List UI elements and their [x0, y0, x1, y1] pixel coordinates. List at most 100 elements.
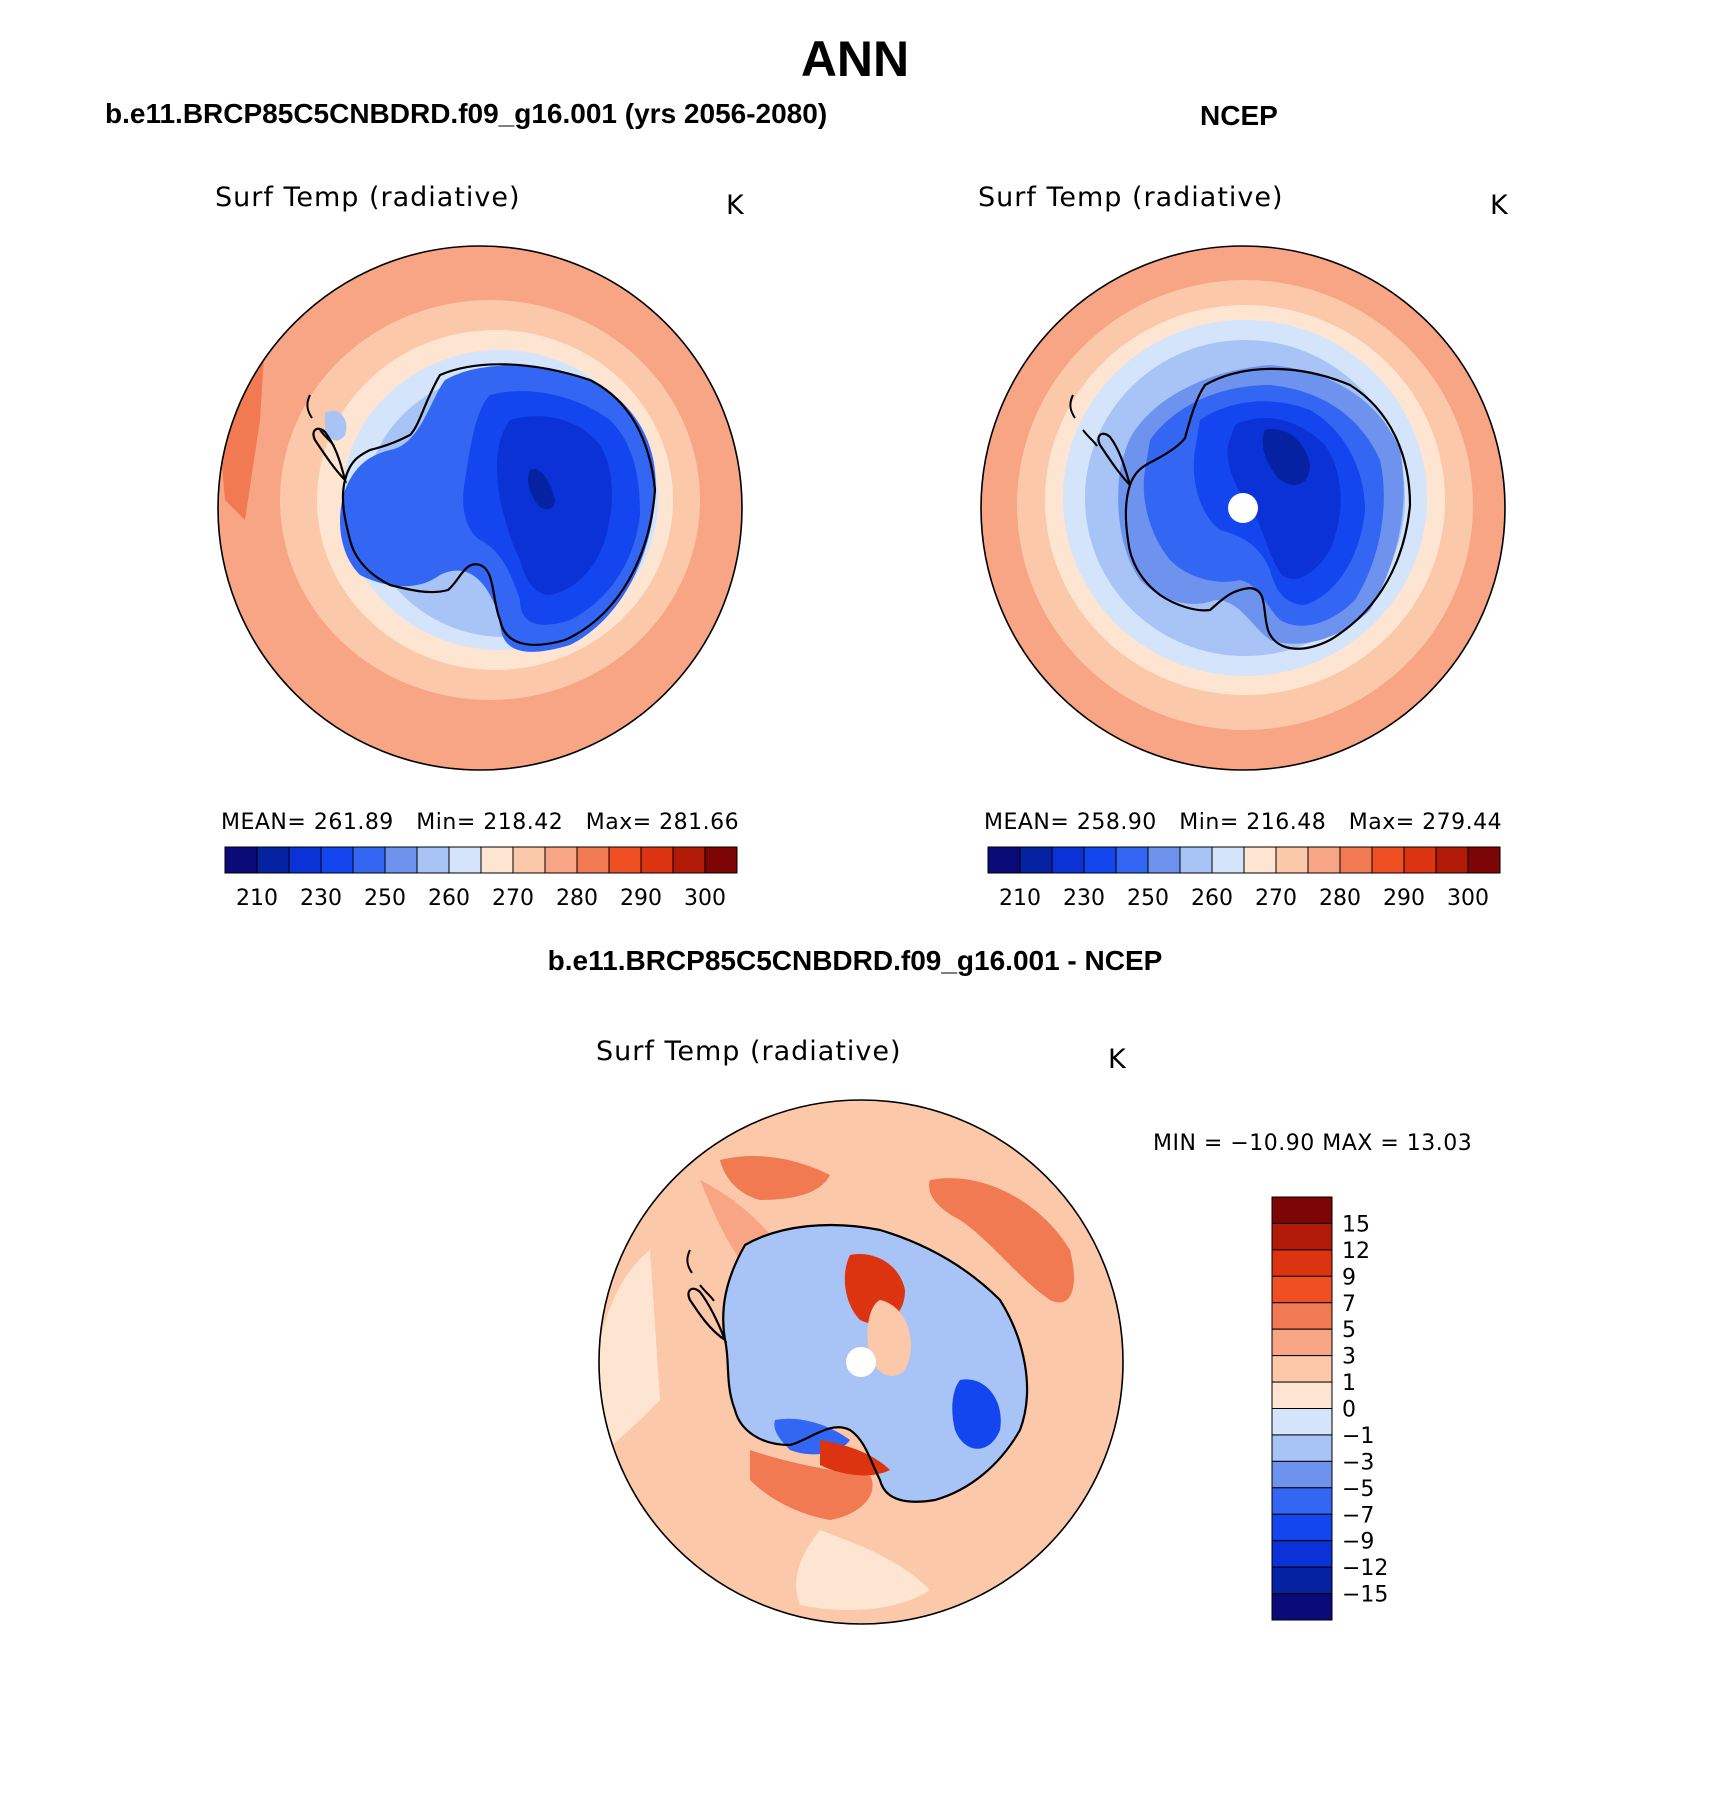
right-colorbar-tick-label: 290 — [1383, 886, 1425, 911]
right-colorbar-swatch-2 — [1051, 846, 1085, 874]
right-colorbar-swatch-14 — [1435, 846, 1469, 874]
bottom-colorbar-tick-label: 7 — [1342, 1292, 1356, 1317]
right-colorbar-tick-label: 280 — [1319, 886, 1361, 911]
bottom-colorbar-swatch-8 — [1271, 1408, 1333, 1436]
right-stats: MEAN= 258.90 Min= 216.48 Max= 279.44 — [984, 810, 1502, 835]
bottom-ross-warm — [820, 1440, 890, 1476]
left-colorbar-swatch-7 — [448, 846, 482, 874]
bottom-colorbar-tick-label: 12 — [1342, 1239, 1370, 1264]
left-colorbar-tick-label: 290 — [620, 886, 662, 911]
right-max-label: Max= — [1348, 810, 1415, 835]
bottom-colorbar-tick-label: −7 — [1342, 1503, 1374, 1528]
bottom-colorbar-swatch-13 — [1271, 1540, 1333, 1568]
left-min-label: Min= — [416, 810, 476, 835]
right-colorbar-swatch-9 — [1275, 846, 1309, 874]
right-colorbar-tick-label: 300 — [1447, 886, 1489, 911]
left-colorbar-tick-label: 300 — [684, 886, 726, 911]
right-mean-label: MEAN= — [984, 810, 1070, 835]
left-variable-label: Surf Temp (radiative) — [215, 182, 521, 213]
bottom-coastline — [687, 1223, 1029, 1503]
right-colorbar-swatch-4 — [1115, 846, 1149, 874]
right-colorbar-tick-label: 230 — [1063, 886, 1105, 911]
bottom-north-warm-1 — [720, 1155, 830, 1200]
left-colorbar-tick-label: 280 — [556, 886, 598, 911]
left-colorbar-swatch-10 — [544, 846, 578, 874]
left-ring-225 — [497, 416, 612, 595]
bottom-west-pale — [599, 1250, 660, 1450]
bottom-colorbar-swatch-10 — [1271, 1460, 1333, 1489]
left-core-min — [527, 469, 555, 510]
right-map-border — [980, 245, 1506, 771]
right-colorbar-swatch-5 — [1147, 846, 1181, 874]
right-pole-missing — [1228, 493, 1258, 523]
right-polar-map — [981, 246, 1505, 770]
right-variable-label: Surf Temp (radiative) — [978, 182, 1284, 213]
right-colorbar-swatch-13 — [1403, 846, 1437, 874]
left-colorbar-swatch-0 — [224, 846, 258, 874]
right-colorbar-swatch-0 — [987, 846, 1021, 874]
left-colorbar-tick-label: 260 — [428, 886, 470, 911]
left-colorbar-swatch-12 — [608, 846, 642, 874]
left-colorbar-tick-label: 230 — [300, 886, 342, 911]
bottom-colorbar-swatch-0 — [1271, 1196, 1333, 1224]
right-min-label: Min= — [1179, 810, 1239, 835]
bottom-colorbar-tick-label: −3 — [1342, 1450, 1374, 1475]
bottom-map-border — [598, 1099, 1124, 1625]
left-max-label: Max= — [585, 810, 652, 835]
left-max-value: 281.66 — [659, 810, 740, 835]
right-colorbar-swatch-7 — [1211, 846, 1245, 874]
right-colorbar: 210 230 250 260 270 280 290 300 — [987, 846, 1501, 911]
bottom-minmax-text: MIN = −10.90 MAX = 13.03 — [1153, 1131, 1473, 1156]
left-colorbar-tick-label: 270 — [492, 886, 534, 911]
left-colorbar-swatch-15 — [704, 846, 738, 874]
right-colorbar-swatch-6 — [1179, 846, 1213, 874]
bottom-coast-islands — [686, 1249, 715, 1302]
main-title: ANN — [800, 31, 910, 87]
right-panel-title: NCEP — [1200, 100, 1278, 131]
bottom-colorbar-swatch-12 — [1271, 1513, 1333, 1542]
right-ring-225 — [1227, 417, 1341, 579]
left-colorbar-swatch-8 — [480, 846, 514, 874]
right-units-label: K — [1490, 190, 1508, 221]
bottom-colorbar-tick-label: −12 — [1342, 1556, 1388, 1581]
left-stats: MEAN= 261.89 Min= 218.42 Max= 281.66 — [221, 810, 739, 835]
bottom-colorbar-swatch-2 — [1271, 1249, 1333, 1277]
bottom-colorbar-tick-label: −15 — [1342, 1583, 1388, 1608]
bottom-interior-warm — [867, 1300, 911, 1376]
right-colorbar-tick-label: 260 — [1191, 886, 1233, 911]
left-peninsula — [325, 410, 347, 441]
bottom-colorbar-swatch-15 — [1271, 1593, 1333, 1621]
bottom-units-label: K — [1108, 1044, 1126, 1075]
bottom-colorbar-tick-label: −5 — [1342, 1477, 1374, 1502]
bottom-colorbar-tick-label: 3 — [1342, 1345, 1356, 1370]
right-colorbar-tick-label: 250 — [1127, 886, 1169, 911]
right-mean-value: 258.90 — [1076, 810, 1157, 835]
left-warm-patch — [218, 340, 265, 520]
bottom-colorbar-tick-label: −1 — [1342, 1424, 1374, 1449]
bottom-colorbar-tick-label: 15 — [1342, 1212, 1370, 1237]
right-colorbar-tick-label: 270 — [1255, 886, 1297, 911]
bottom-colorbar-tick-label: 5 — [1342, 1318, 1356, 1343]
bottom-colorbar-tick-label: 1 — [1342, 1371, 1356, 1396]
left-colorbar-tick-label: 210 — [236, 886, 278, 911]
bottom-colorbar-swatch-3 — [1271, 1275, 1333, 1304]
left-colorbar-swatch-3 — [320, 846, 354, 874]
left-units-label: K — [726, 190, 744, 221]
right-coast-islands — [1069, 394, 1098, 447]
right-max-value: 279.44 — [1422, 810, 1503, 835]
left-colorbar-swatch-2 — [288, 846, 322, 874]
bottom-panel-title: b.e11.BRCP85C5CNBDRD.f09_g16.001 - NCEP — [547, 945, 1163, 976]
bottom-variable-label: Surf Temp (radiative) — [596, 1036, 902, 1067]
bottom-colorbar-tick-label: 9 — [1342, 1265, 1356, 1290]
bottom-colorbar-swatch-14 — [1271, 1566, 1333, 1595]
left-colorbar-swatch-4 — [352, 846, 386, 874]
bottom-colorbar-tick-label: 0 — [1342, 1398, 1356, 1423]
left-colorbar: 210 230 250 260 270 280 290 300 — [224, 846, 738, 911]
right-colorbar-tick-label: 210 — [999, 886, 1041, 911]
left-colorbar-swatch-9 — [512, 846, 546, 874]
left-colorbar-swatch-1 — [256, 846, 290, 874]
right-colorbar-swatch-12 — [1371, 846, 1405, 874]
